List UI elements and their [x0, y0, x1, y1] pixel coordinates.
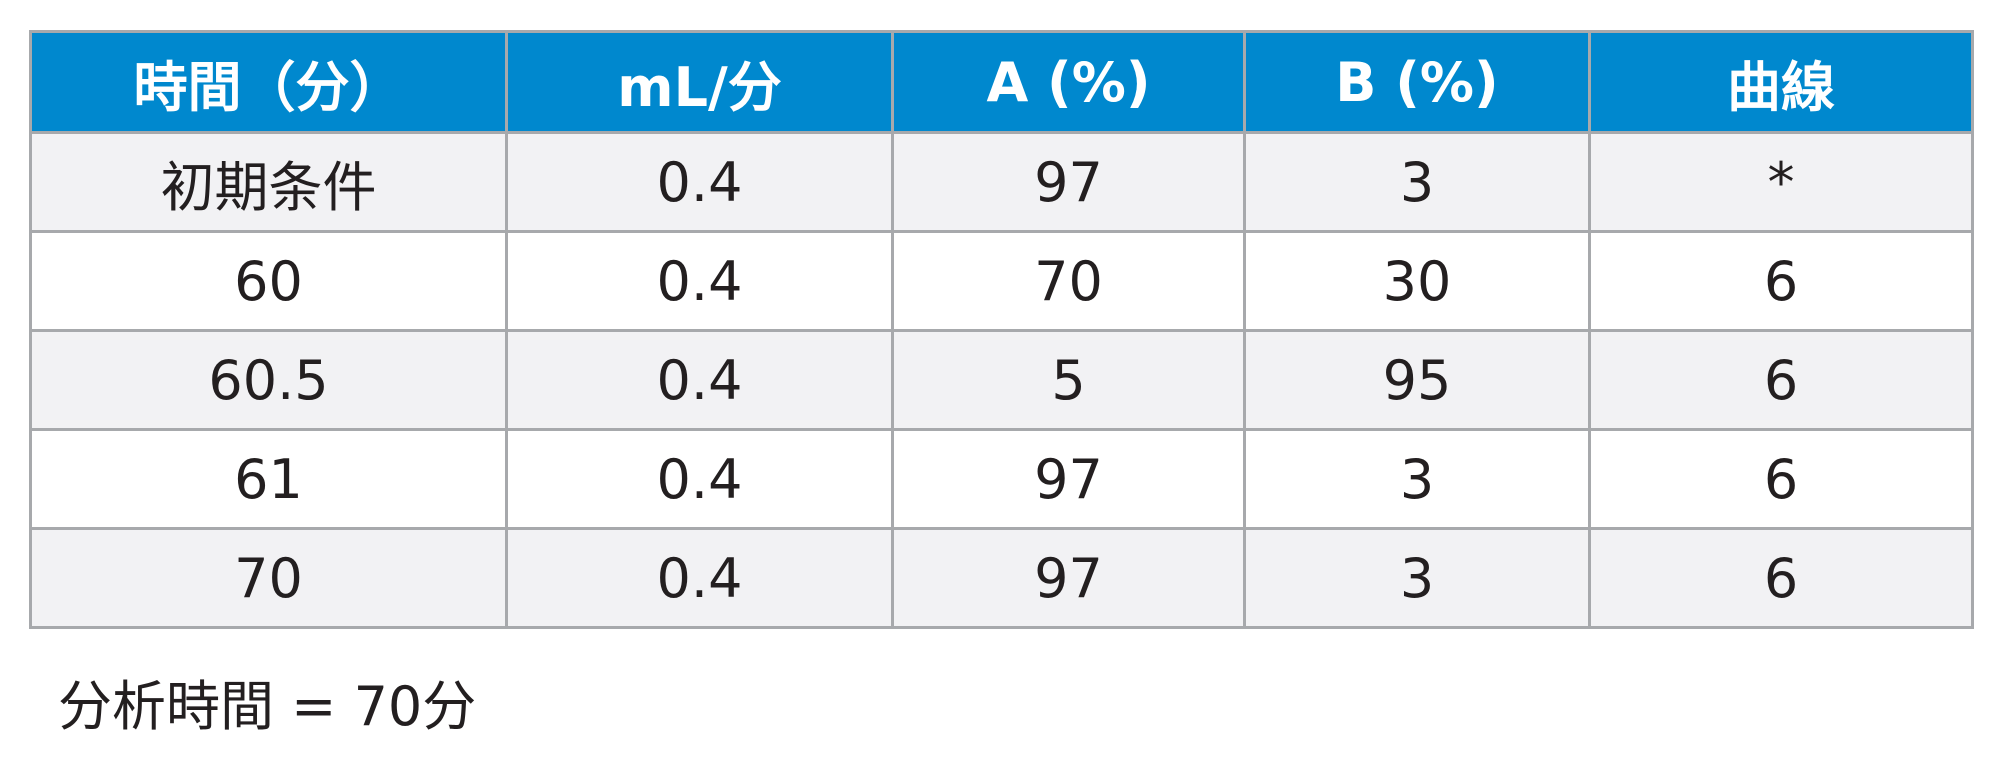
cell-curve: 6	[1588, 329, 1974, 431]
cell-time: 60.5	[29, 329, 508, 431]
cell-solvent-b: 3	[1243, 131, 1591, 233]
cell-flow-rate: 0.4	[505, 131, 894, 233]
table-header: 時間（分） mL/分 A (%) B (%) 曲線	[29, 30, 1974, 134]
cell-solvent-a: 97	[891, 527, 1246, 629]
cell-solvent-b: 30	[1243, 230, 1591, 332]
cell-solvent-b: 3	[1243, 428, 1591, 530]
cell-solvent-a: 97	[891, 428, 1246, 530]
header-flow-rate: mL/分	[505, 30, 894, 134]
cell-curve: 6	[1588, 230, 1974, 332]
cell-flow-rate: 0.4	[505, 428, 894, 530]
cell-solvent-b: 3	[1243, 527, 1591, 629]
cell-flow-rate: 0.4	[505, 329, 894, 431]
gradient-table: 時間（分） mL/分 A (%) B (%) 曲線 初期条件 0.4 97 3 …	[29, 30, 1974, 629]
table-row: 61 0.4 97 3 6	[29, 428, 1974, 530]
cell-time: 60	[29, 230, 508, 332]
cell-time: 61	[29, 428, 508, 530]
cell-time: 70	[29, 527, 508, 629]
header-solvent-b: B (%)	[1243, 30, 1591, 134]
table-body: 初期条件 0.4 97 3 * 60 0.4 70 30 6 60.5 0.4 …	[29, 131, 1974, 629]
gradient-table-container: 時間（分） mL/分 A (%) B (%) 曲線 初期条件 0.4 97 3 …	[29, 30, 1974, 629]
cell-flow-rate: 0.4	[505, 230, 894, 332]
table-row: 60 0.4 70 30 6	[29, 230, 1974, 332]
cell-solvent-a: 97	[891, 131, 1246, 233]
cell-solvent-b: 95	[1243, 329, 1591, 431]
table-row: 初期条件 0.4 97 3 *	[29, 131, 1974, 233]
header-curve: 曲線	[1588, 30, 1974, 134]
analysis-time-footnote: 分析時間 = 70分	[58, 675, 477, 738]
cell-time: 初期条件	[29, 131, 508, 233]
header-solvent-a: A (%)	[891, 30, 1246, 134]
cell-curve: 6	[1588, 428, 1974, 530]
cell-solvent-a: 70	[891, 230, 1246, 332]
cell-curve: 6	[1588, 527, 1974, 629]
cell-solvent-a: 5	[891, 329, 1246, 431]
cell-flow-rate: 0.4	[505, 527, 894, 629]
header-time: 時間（分）	[29, 30, 508, 134]
header-row: 時間（分） mL/分 A (%) B (%) 曲線	[29, 30, 1974, 134]
table-row: 60.5 0.4 5 95 6	[29, 329, 1974, 431]
table-row: 70 0.4 97 3 6	[29, 527, 1974, 629]
cell-curve: *	[1588, 131, 1974, 233]
